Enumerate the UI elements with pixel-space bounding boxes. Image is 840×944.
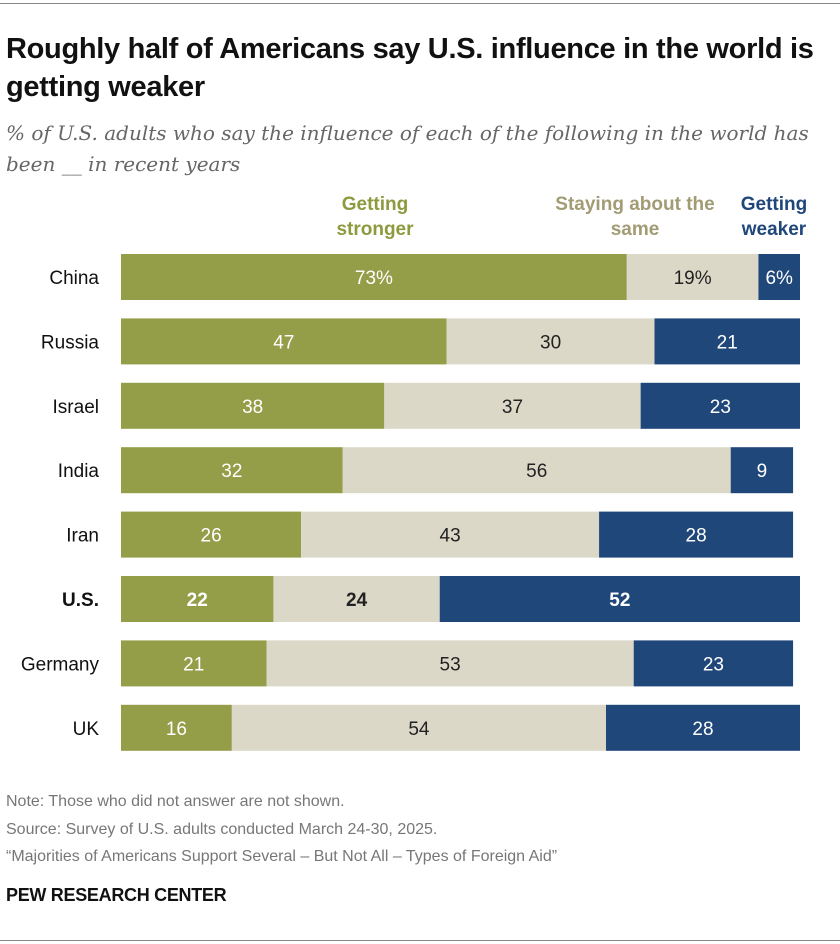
- category-label: UK: [73, 719, 100, 740]
- data-label-weaker: 52: [609, 590, 630, 611]
- bar-stronger: [121, 704, 232, 751]
- data-label-stronger: 73%: [355, 268, 393, 289]
- data-label-stronger: 21: [183, 654, 204, 675]
- bar-stronger: [121, 254, 627, 300]
- bar-same: [342, 447, 731, 494]
- bar-stronger: [121, 447, 343, 494]
- pew-logo-text: PEW RESEARCH CENTER: [6, 885, 227, 905]
- bar-same: [384, 382, 641, 429]
- bar-same: [446, 318, 655, 365]
- bar-stronger: [121, 382, 385, 429]
- top-rule: [0, 3, 840, 4]
- bar-stronger: [121, 318, 447, 365]
- data-label-stronger: 26: [201, 526, 222, 547]
- bar-same: [273, 576, 440, 622]
- data-label-stronger: 32: [221, 461, 242, 482]
- legend-same: Staying about the same: [555, 194, 715, 240]
- category-label: Russia: [41, 332, 100, 353]
- category-label: Germany: [21, 654, 100, 675]
- data-label-same: 56: [526, 461, 547, 482]
- bar-weaker: [654, 318, 800, 365]
- legend-stronger: Getting stronger: [336, 194, 414, 240]
- category-label: Iran: [66, 526, 99, 547]
- legend-weaker: Getting weaker: [740, 194, 808, 240]
- bar-weaker: [730, 447, 794, 494]
- chart-title: Roughly half of Americans say U.S. influ…: [6, 33, 814, 103]
- bar-chart: China 73% 19% 6% Russia 47 30 21 Israel 38 37 23 Ind…: [21, 254, 800, 751]
- bar-weaker: [633, 640, 794, 687]
- category-label: U.S.: [62, 590, 99, 611]
- data-label-weaker: 23: [710, 397, 731, 418]
- category-label: China: [49, 268, 99, 289]
- data-label-same: 19%: [674, 268, 712, 289]
- bar-same: [626, 254, 759, 300]
- category-label: Israel: [53, 397, 99, 418]
- data-label-same: 37: [502, 397, 523, 418]
- data-label-weaker: 9: [757, 461, 768, 482]
- bar-weaker: [640, 382, 800, 429]
- footer-report: “Majorities of Americans Support Several…: [6, 848, 558, 865]
- bar-weaker: [599, 511, 794, 558]
- data-label-weaker: 6%: [765, 268, 793, 289]
- data-label-stronger: 47: [273, 332, 294, 353]
- data-label-weaker: 28: [686, 526, 707, 547]
- bar-weaker: [439, 576, 800, 622]
- bar-same: [266, 640, 634, 687]
- data-label-weaker: 21: [717, 332, 738, 353]
- data-label-weaker: 28: [692, 719, 713, 740]
- data-label-same: 30: [540, 332, 561, 353]
- data-label-same: 24: [346, 590, 368, 611]
- data-label-same: 54: [408, 719, 430, 740]
- footer-source: Source: Survey of U.S. adults conducted …: [6, 821, 438, 838]
- bar-stronger: [121, 511, 302, 558]
- bar-weaker: [758, 254, 800, 300]
- data-label-same: 43: [440, 526, 461, 547]
- footer-note: Note: Those who did not answer are not s…: [6, 793, 345, 810]
- data-label-stronger: 16: [166, 719, 187, 740]
- bar-same: [231, 704, 606, 751]
- chart-subtitle: % of U.S. adults who say the influence o…: [6, 121, 809, 176]
- bar-weaker: [606, 704, 800, 751]
- data-label-weaker: 23: [703, 654, 724, 675]
- bottom-rule: [0, 940, 840, 941]
- data-label-stronger: 38: [242, 397, 263, 418]
- bar-stronger: [121, 640, 267, 687]
- bar-same: [301, 511, 600, 558]
- data-label-stronger: 22: [187, 590, 208, 611]
- category-label: India: [58, 461, 100, 482]
- bar-stronger: [121, 576, 274, 622]
- data-label-same: 53: [440, 654, 461, 675]
